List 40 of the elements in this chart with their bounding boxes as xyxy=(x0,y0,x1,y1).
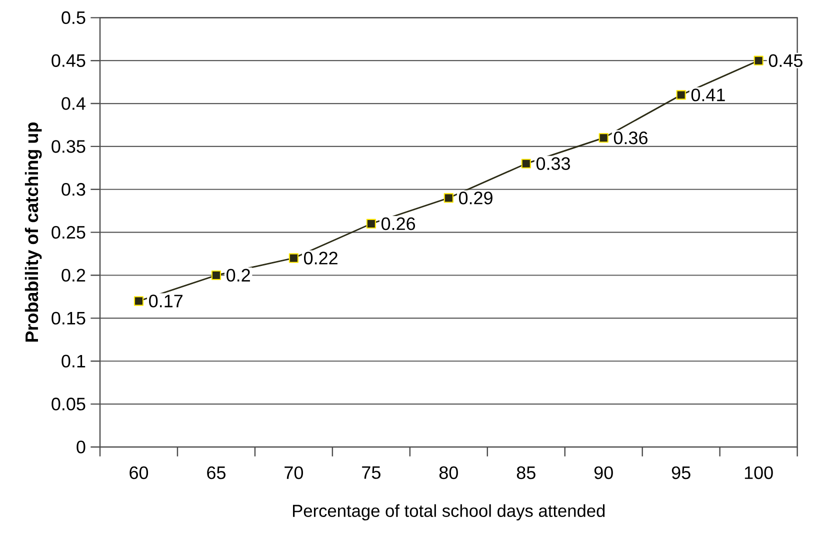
point xyxy=(676,90,686,100)
x-tick-label: 65 xyxy=(207,466,226,480)
point xyxy=(211,270,222,280)
point xyxy=(754,56,764,66)
data-label: 0.33 xyxy=(536,157,570,170)
y-tick-label: 0.25 xyxy=(52,226,86,239)
data-label: 0.45 xyxy=(768,54,802,67)
x-axis-title: Percentage of total school days attended xyxy=(293,504,605,520)
point xyxy=(521,158,531,168)
x-tick-label: 100 xyxy=(744,466,773,480)
x-tick-label: 80 xyxy=(439,466,458,480)
point xyxy=(444,193,454,203)
y-tick-label: 0 xyxy=(76,440,86,454)
y-tick-label: 0.2 xyxy=(62,268,86,282)
data-label: 0.22 xyxy=(304,252,338,264)
x-tick-label: 90 xyxy=(594,466,613,480)
point xyxy=(598,133,608,143)
y-tick-label: 0.15 xyxy=(52,312,86,325)
point xyxy=(288,253,299,263)
data-label: 0.2 xyxy=(226,268,250,282)
y-tick-label: 0.1 xyxy=(62,354,86,368)
data-label: 0.29 xyxy=(458,192,492,204)
x-tick-label: 60 xyxy=(130,466,148,480)
x-tick-label: 75 xyxy=(362,466,380,479)
data-label: 0.41 xyxy=(691,88,725,102)
x-tick-label: 85 xyxy=(516,466,536,480)
x-tick-label: 95 xyxy=(672,466,690,480)
data-label: 0.36 xyxy=(614,132,648,144)
y-axis-title: Probability of catching up xyxy=(24,122,42,342)
x-tick-label: 70 xyxy=(284,466,304,480)
y-tick-label: 0.35 xyxy=(52,140,86,153)
y-tick-label: 0.5 xyxy=(62,11,86,24)
y-tick-label: 0.4 xyxy=(62,97,86,110)
data-label: 0.26 xyxy=(381,217,416,230)
y-tick-label: 0.45 xyxy=(52,54,86,67)
y-tick-label: 0.05 xyxy=(52,398,86,410)
point xyxy=(366,218,376,229)
data-label: 0.17 xyxy=(149,294,182,308)
point xyxy=(134,296,144,306)
y-tick-label: 0.3 xyxy=(62,183,86,196)
